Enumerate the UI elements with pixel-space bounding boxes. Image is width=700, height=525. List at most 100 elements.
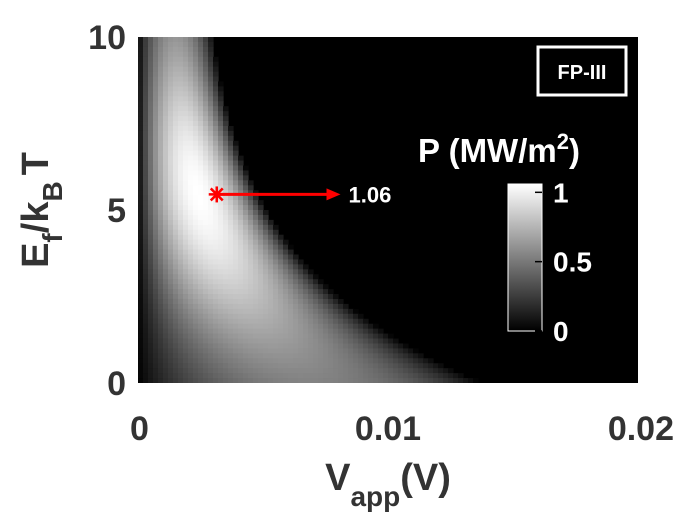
heatmap-cell <box>148 224 154 231</box>
heatmap-cell <box>233 175 239 181</box>
heatmap-cell <box>138 66 144 73</box>
heatmap-cell <box>243 254 249 261</box>
heatmap-cell <box>178 51 184 58</box>
heatmap-cell <box>283 318 289 325</box>
heatmap-cell <box>173 56 179 63</box>
heatmap-cell <box>148 130 154 137</box>
heatmap-cell <box>363 373 369 379</box>
heatmap-cell <box>173 219 179 226</box>
heatmap-cell <box>163 224 169 231</box>
heatmap-cell <box>193 378 199 383</box>
heatmap-cell <box>188 140 194 147</box>
heatmap-cell <box>208 348 214 354</box>
heatmap-cell <box>463 378 469 383</box>
heatmap-cell <box>248 269 254 275</box>
heatmap-cell <box>258 229 264 236</box>
heatmap-cell <box>208 353 214 359</box>
heatmap-cell <box>158 121 164 127</box>
heatmap-cell <box>273 363 279 369</box>
heatmap-cell <box>158 150 164 157</box>
heatmap-cell <box>173 111 179 117</box>
heatmap-cell <box>173 284 179 290</box>
heatmap-cell <box>233 368 239 374</box>
heatmap-cell <box>313 303 319 310</box>
heatmap-cell <box>213 323 219 330</box>
heatmap-cell <box>158 155 164 162</box>
heatmap-cell <box>213 91 219 97</box>
heatmap-cell <box>293 264 299 270</box>
heatmap-cell <box>373 328 379 335</box>
heatmap-cell <box>143 86 149 92</box>
heatmap-cell <box>193 214 199 221</box>
heatmap-cell <box>193 125 199 132</box>
heatmap-cell <box>198 61 204 68</box>
heatmap-cell <box>138 51 144 58</box>
heatmap-cell <box>238 185 244 191</box>
heatmap-cell <box>173 353 179 359</box>
heatmap-cell <box>178 284 184 290</box>
heatmap-cell <box>138 101 144 107</box>
heatmap-cell <box>288 244 294 251</box>
heatmap-cell <box>138 37 144 43</box>
heatmap-cell <box>178 234 184 241</box>
heatmap-cell <box>313 294 319 300</box>
heatmap-cell <box>243 353 249 359</box>
heatmap-cell <box>468 378 474 383</box>
heatmap-cell <box>278 318 284 325</box>
heatmap-cell <box>238 303 244 310</box>
heatmap-cell <box>168 170 174 176</box>
heatmap-cell <box>143 328 149 335</box>
heatmap-cell <box>163 353 169 359</box>
heatmap-cell <box>248 254 254 261</box>
heatmap-cell <box>173 338 179 345</box>
heatmap-cell <box>168 308 174 315</box>
heatmap-cell <box>203 170 209 176</box>
heatmap-cell <box>198 41 204 48</box>
heatmap-cell <box>168 200 174 206</box>
heatmap-cell <box>223 185 229 191</box>
heatmap-cell <box>178 56 184 63</box>
heatmap-cell <box>223 259 229 265</box>
heatmap-cell <box>223 274 229 280</box>
heatmap-cell <box>378 348 384 354</box>
heatmap-cell <box>353 358 359 364</box>
heatmap-cell <box>433 368 439 374</box>
heatmap-cell <box>143 368 149 374</box>
heatmap-cell <box>248 313 254 320</box>
heatmap-cell <box>383 338 389 345</box>
heatmap-cell <box>243 264 249 270</box>
heatmap-cell <box>178 214 184 221</box>
heatmap-cell <box>198 254 204 261</box>
heatmap-cell <box>263 210 269 216</box>
heatmap-cell <box>263 313 269 320</box>
y-axis-label-f: f <box>37 233 68 243</box>
heatmap-cell <box>178 41 184 48</box>
heatmap-cell <box>158 111 164 117</box>
heatmap-cell <box>178 140 184 147</box>
heatmap-cell <box>358 318 364 325</box>
heatmap-cell <box>258 224 264 231</box>
heatmap-cell <box>263 214 269 221</box>
heatmap-cell <box>208 165 214 172</box>
heatmap-cell <box>253 294 259 300</box>
heatmap-cell <box>148 96 154 102</box>
heatmap-cell <box>153 214 159 221</box>
heatmap-cell <box>163 378 169 383</box>
heatmap-cell <box>138 150 144 157</box>
heatmap-cell <box>413 373 419 379</box>
heatmap-cell <box>268 284 274 290</box>
heatmap-cell <box>398 348 404 354</box>
heatmap-cell <box>168 219 174 226</box>
heatmap-cell <box>193 150 199 157</box>
heatmap-cell <box>218 284 224 290</box>
heatmap-cell <box>368 358 374 364</box>
heatmap-cell <box>143 244 149 251</box>
heatmap-cell <box>403 373 409 379</box>
heatmap-cell <box>258 294 264 300</box>
heatmap-cell <box>143 165 149 172</box>
heatmap-cell <box>393 338 399 345</box>
heatmap-cell <box>448 368 454 374</box>
heatmap-cell <box>158 328 164 335</box>
heatmap-cell <box>183 170 189 176</box>
heatmap-cell <box>233 150 239 157</box>
